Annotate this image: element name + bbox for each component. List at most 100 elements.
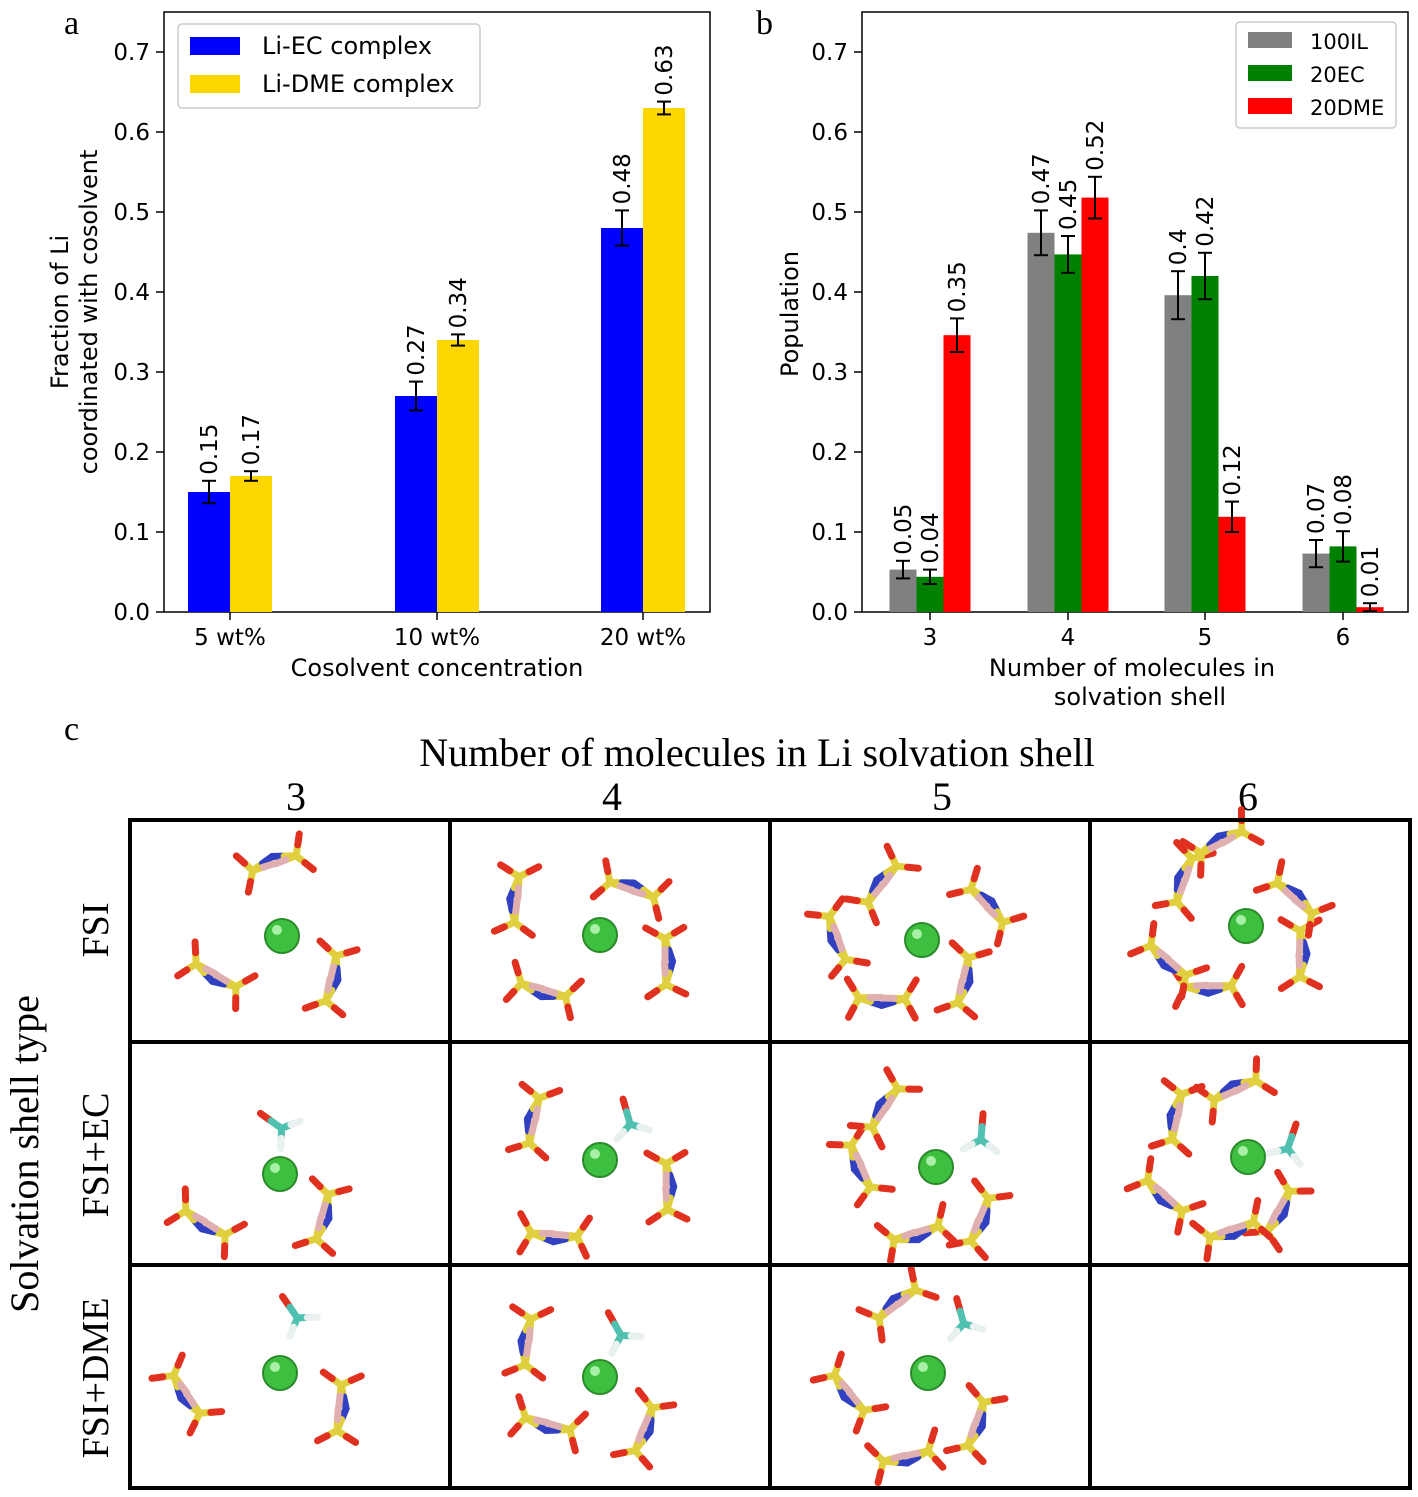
bond <box>1219 833 1236 847</box>
lithium-ion <box>264 918 300 954</box>
bond <box>1189 1219 1205 1234</box>
legend-label-li-dme: Li-DME complex <box>262 70 454 98</box>
bar <box>437 340 479 612</box>
bond <box>579 1214 593 1231</box>
bond <box>1304 920 1314 939</box>
bond <box>972 1450 987 1466</box>
structure-cell <box>809 1264 1009 1487</box>
lithium-ion-highlight <box>1238 1146 1248 1156</box>
y-tick-label: 0.4 <box>811 280 848 306</box>
bond <box>871 1403 890 1413</box>
bond <box>895 1293 911 1308</box>
bond <box>853 1192 868 1209</box>
bond <box>971 1177 985 1194</box>
bond <box>616 882 635 894</box>
bond <box>1174 1101 1184 1120</box>
column-header-5: 5 <box>932 774 952 819</box>
bond <box>644 987 661 1001</box>
panel-c-structure-grid: Number of molecules in Li solvation shel… <box>2 730 1412 1490</box>
bond <box>515 1393 526 1411</box>
bond <box>832 895 846 912</box>
bond <box>1192 1083 1209 1098</box>
bond <box>636 1123 653 1134</box>
chart-b-ylabel: Population <box>776 251 804 377</box>
panel-label-a: a <box>64 5 79 42</box>
y-tick-label: 0.6 <box>811 120 848 146</box>
bond <box>294 830 303 849</box>
bond <box>901 1228 919 1240</box>
data-label: 0.12 <box>1220 444 1246 495</box>
lithium-ion-highlight <box>912 929 922 939</box>
y-tick-label: 0.7 <box>113 40 150 66</box>
panel-label-c: c <box>64 711 79 748</box>
bond <box>672 1149 689 1162</box>
bond <box>232 852 249 867</box>
bond <box>995 1192 1014 1201</box>
bond <box>490 923 508 935</box>
bond <box>534 1146 550 1162</box>
bond <box>1127 946 1145 958</box>
bar <box>1054 254 1082 612</box>
bond <box>1151 900 1170 910</box>
bond <box>545 1419 563 1431</box>
bond <box>828 964 843 980</box>
bond <box>883 1066 896 1083</box>
bond <box>975 948 993 959</box>
bond <box>1123 1181 1141 1193</box>
bar <box>1027 232 1055 613</box>
chart-b: 0.05 0.040.350.47 0.450.520.40.420.120.07 0… <box>776 11 1409 711</box>
legend-label-20ec: 20EC <box>1310 63 1365 87</box>
data-label: 0.4 <box>1166 229 1192 266</box>
bond <box>287 1117 304 1129</box>
bond <box>540 986 559 997</box>
bond <box>308 1175 324 1191</box>
data-label: 0.05 <box>891 504 917 555</box>
bond <box>148 1373 167 1382</box>
bond <box>628 887 647 898</box>
bond <box>347 1372 365 1384</box>
bond <box>330 1004 347 1019</box>
bond <box>174 1351 186 1369</box>
bar <box>1164 295 1192 612</box>
bar <box>943 335 971 612</box>
structure-cell <box>501 1303 678 1471</box>
bond <box>286 1323 298 1340</box>
bond <box>1291 896 1307 911</box>
bond <box>1276 858 1286 876</box>
data-label: 0.48 <box>610 153 636 204</box>
data-label: 0.47 <box>1029 153 1055 204</box>
structure-cell <box>1127 806 1336 1010</box>
bond <box>640 1414 652 1432</box>
bond <box>842 895 861 905</box>
bond <box>327 963 337 981</box>
y-tick-label: 0.7 <box>811 40 848 66</box>
bond <box>343 946 361 957</box>
bond <box>1258 1225 1274 1241</box>
bond <box>846 1121 865 1130</box>
bond <box>809 1374 828 1384</box>
bond <box>804 910 822 919</box>
bond <box>564 1003 574 1022</box>
bond <box>672 985 690 998</box>
legend-swatch-li-dme <box>190 75 240 93</box>
bond <box>877 1325 886 1344</box>
structure-cell <box>504 1080 691 1260</box>
legend-swatch-20dme <box>1248 98 1292 114</box>
bond <box>1277 979 1295 992</box>
lithium-ion-highlight <box>926 1156 936 1166</box>
bond <box>1147 1139 1166 1150</box>
bond <box>875 1105 889 1122</box>
bond <box>873 1133 886 1151</box>
grid-title: Number of molecules in Li solvation shel… <box>419 730 1094 775</box>
bond <box>994 929 1004 948</box>
panel-label-b: b <box>756 5 773 42</box>
lithium-ion <box>1230 1139 1266 1175</box>
bond <box>846 1389 861 1406</box>
bond <box>301 1000 320 1012</box>
chart-a-legend-frame <box>177 23 481 109</box>
lithium-ion <box>910 1355 946 1391</box>
bond <box>1009 912 1028 923</box>
bond <box>589 886 606 901</box>
bond <box>1208 1107 1217 1126</box>
chart-b-xlabel-line1: Number of molecules in <box>989 654 1275 682</box>
